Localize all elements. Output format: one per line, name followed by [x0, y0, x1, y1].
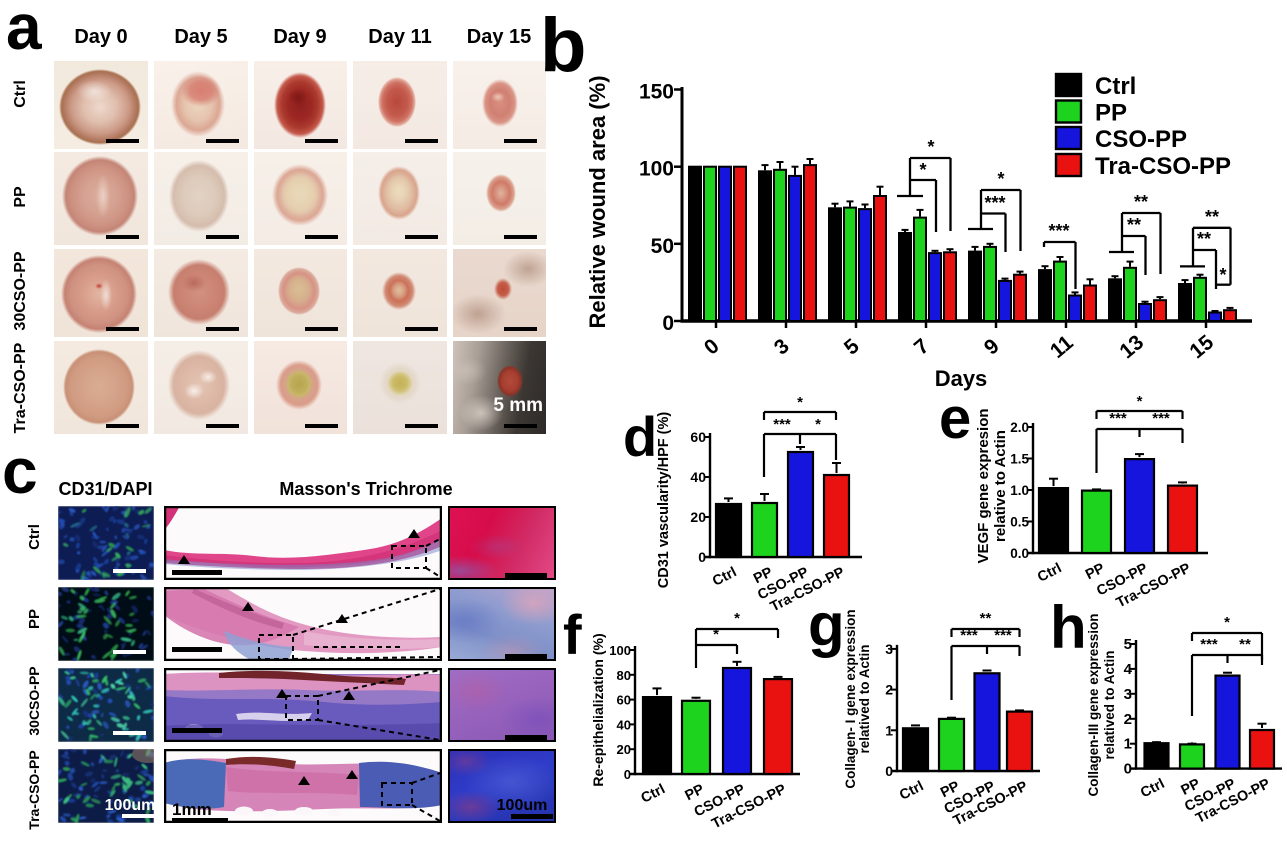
svg-text:**: ** — [1134, 192, 1148, 212]
svg-text:*: * — [1137, 396, 1143, 410]
svg-text:5: 5 — [840, 334, 864, 359]
svg-text:Tra-CSO-PP: Tra-CSO-PP — [1095, 153, 1231, 180]
svg-text:*: * — [919, 160, 926, 180]
svg-text:0: 0 — [698, 549, 706, 565]
svg-text:3: 3 — [770, 334, 794, 359]
svg-text:100: 100 — [639, 158, 674, 181]
svg-text:e: e — [939, 396, 971, 451]
svg-text:***: *** — [773, 416, 791, 433]
svg-text:0.0: 0.0 — [1010, 546, 1029, 561]
svg-text:9: 9 — [980, 334, 1004, 359]
svg-text:20: 20 — [690, 509, 706, 525]
svg-text:100: 100 — [609, 643, 631, 658]
svg-text:1: 1 — [1124, 736, 1132, 753]
svg-text:0: 0 — [624, 767, 631, 782]
svg-text:4: 4 — [1124, 661, 1133, 678]
svg-text:Ctrl: Ctrl — [1138, 776, 1167, 801]
svg-text:**: ** — [1197, 229, 1211, 249]
svg-text:80: 80 — [617, 668, 631, 683]
svg-text:d: d — [623, 405, 657, 468]
svg-text:CD31 vascularity/HPF (%): CD31 vascularity/HPF (%) — [656, 412, 672, 589]
svg-text:150: 150 — [639, 81, 674, 104]
svg-text:50: 50 — [651, 235, 674, 258]
svg-text:***: *** — [984, 193, 1005, 213]
svg-text:***: *** — [960, 627, 978, 644]
svg-text:**: ** — [980, 610, 992, 627]
svg-text:Re-epithelialization (%): Re-epithelialization (%) — [590, 633, 606, 786]
svg-text:**: ** — [1127, 215, 1141, 235]
svg-text:Relative wound area (%): Relative wound area (%) — [585, 75, 610, 328]
svg-text:***: *** — [1048, 221, 1069, 241]
svg-text:2: 2 — [885, 682, 893, 698]
svg-text:PP: PP — [938, 778, 963, 801]
svg-text:13: 13 — [1115, 331, 1148, 364]
svg-text:*: * — [713, 626, 719, 643]
svg-text:Ctrl: Ctrl — [1035, 560, 1064, 585]
svg-text:1.0: 1.0 — [1010, 483, 1029, 498]
svg-text:0: 0 — [885, 763, 893, 779]
svg-text:PP: PP — [1083, 560, 1108, 583]
svg-text:Days: Days — [935, 366, 988, 391]
svg-text:relative to Actin: relative to Actin — [992, 430, 1009, 542]
svg-text:60: 60 — [617, 693, 631, 708]
svg-text:11: 11 — [1046, 331, 1078, 363]
svg-text:2.0: 2.0 — [1010, 420, 1029, 435]
svg-text:PP: PP — [1095, 100, 1127, 127]
svg-text:Ctrl: Ctrl — [897, 778, 926, 803]
svg-text:PP: PP — [683, 781, 708, 804]
svg-text:40: 40 — [617, 717, 631, 732]
svg-text:g: g — [808, 591, 845, 658]
svg-text:CSO-PP: CSO-PP — [1095, 126, 1187, 153]
svg-text:40: 40 — [690, 469, 706, 485]
svg-text:*: * — [797, 396, 803, 411]
svg-text:*: * — [1219, 265, 1226, 285]
svg-text:3: 3 — [1124, 686, 1132, 703]
svg-text:15: 15 — [1185, 330, 1218, 363]
svg-text:***: *** — [1152, 410, 1170, 427]
svg-text:0: 0 — [662, 312, 674, 335]
svg-text:*: * — [927, 137, 934, 157]
svg-text:Ctrl: Ctrl — [639, 781, 668, 806]
svg-text:*: * — [815, 416, 821, 433]
svg-text:relatived to Actin: relatived to Actin — [857, 644, 872, 753]
svg-text:1: 1 — [885, 722, 893, 738]
svg-text:*: * — [1224, 614, 1230, 631]
svg-text:*: * — [734, 610, 740, 627]
svg-text:**: ** — [1239, 636, 1251, 653]
svg-text:0.5: 0.5 — [1010, 515, 1029, 530]
svg-text:Ctrl: Ctrl — [1095, 73, 1136, 100]
svg-text:60: 60 — [690, 429, 706, 445]
svg-text:PP: PP — [1179, 776, 1204, 799]
svg-text:5: 5 — [1124, 636, 1132, 653]
svg-text:f: f — [563, 603, 582, 666]
svg-text:Collagen-III gene expression: Collagen-III gene expression — [1086, 613, 1101, 796]
svg-text:*: * — [997, 169, 1004, 189]
svg-text:***: *** — [1109, 410, 1127, 427]
svg-text:1.5: 1.5 — [1010, 452, 1029, 467]
svg-text:0: 0 — [700, 334, 724, 359]
svg-text:0: 0 — [1124, 761, 1132, 778]
svg-text:**: ** — [1205, 207, 1219, 227]
svg-text:h: h — [1050, 594, 1087, 661]
svg-text:3: 3 — [885, 641, 893, 657]
svg-text:2: 2 — [1124, 711, 1132, 728]
svg-text:***: *** — [1200, 636, 1218, 653]
svg-text:Ctrl: Ctrl — [710, 564, 739, 589]
svg-text:1mm: 1mm — [172, 800, 212, 819]
svg-text:***: *** — [994, 627, 1012, 644]
svg-text:PP: PP — [751, 564, 776, 587]
svg-text:relatived to Actin: relatived to Actin — [1102, 650, 1117, 759]
svg-text:20: 20 — [617, 742, 631, 757]
svg-text:7: 7 — [910, 334, 934, 359]
svg-text:VEGF gene expresion: VEGF gene expresion — [975, 408, 992, 563]
svg-text:Collagen- I gene expression: Collagen- I gene expression — [843, 609, 858, 788]
